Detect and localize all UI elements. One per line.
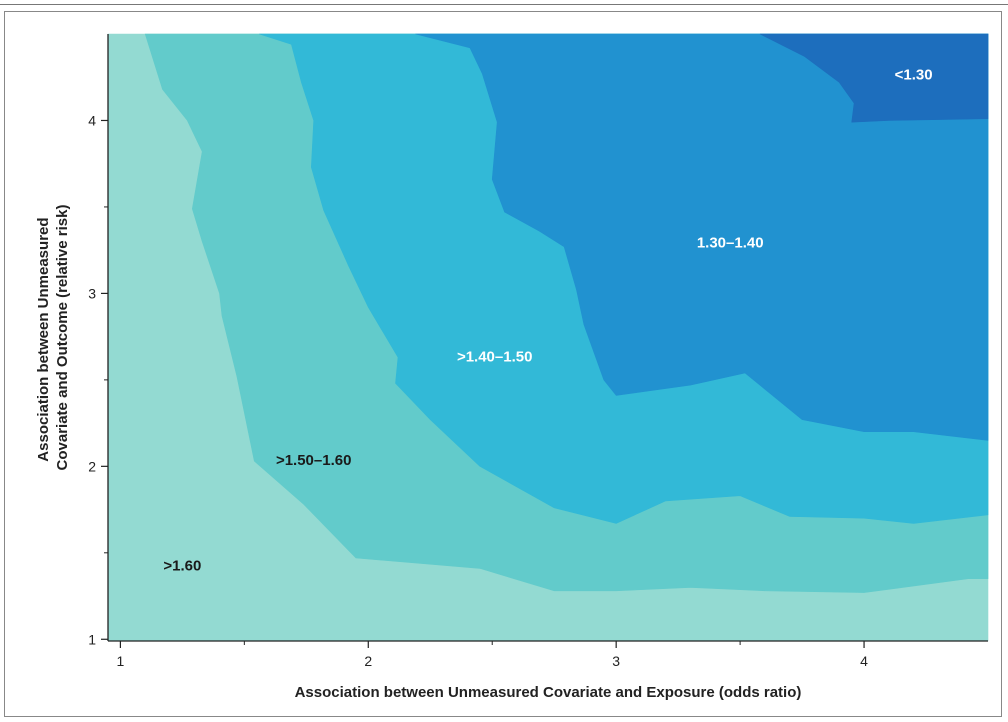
y-tick-label: 1 xyxy=(88,631,96,647)
y-tick-label: 4 xyxy=(88,112,96,128)
y-axis-title-line-2: Covariate and Outcome (relative risk) xyxy=(54,205,71,471)
x-tick-label: 4 xyxy=(860,653,868,669)
region-labels: >1.60 >1.50–1.60 >1.40–1.50 1.30–1.40 <1.30 xyxy=(163,66,932,574)
axes xyxy=(107,34,988,642)
y-tick-label: 3 xyxy=(88,285,96,301)
x-tick-label: 1 xyxy=(116,653,124,669)
region-label-1: >1.60 xyxy=(163,558,201,575)
region-label-5: <1.30 xyxy=(895,66,933,83)
y-tick-label: 2 xyxy=(88,458,96,474)
region-label-2: >1.50–1.60 xyxy=(276,452,352,469)
y-axis-title: Association between Unmeasured Covariate… xyxy=(35,205,71,471)
x-tick-label: 2 xyxy=(364,653,372,669)
contour-region-5 xyxy=(759,33,989,123)
x-axis-title: Association between Unmeasured Covariate… xyxy=(295,684,802,701)
y-axis-title-line-1: Association between Unmeasured xyxy=(35,217,52,461)
ticks: 1 2 3 4 1 2 3 4 xyxy=(88,112,868,669)
x-tick-label: 3 xyxy=(612,653,620,669)
region-label-3: >1.40–1.50 xyxy=(457,348,533,365)
figure-frame xyxy=(4,11,1002,717)
region-label-4: 1.30–1.40 xyxy=(697,234,764,251)
contour-region-4 xyxy=(415,33,989,441)
contour-regions xyxy=(107,33,989,642)
top-rule xyxy=(0,4,1008,5)
